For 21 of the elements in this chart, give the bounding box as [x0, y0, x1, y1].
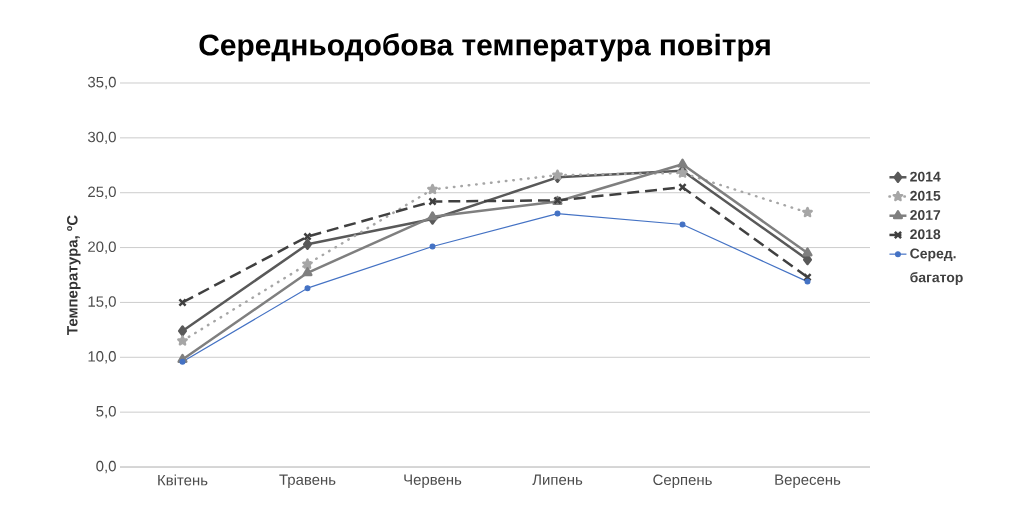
legend-label: 2014 [910, 171, 941, 182]
legend-label: Серед. багатор [910, 248, 963, 286]
y-tick-label: 25,0 [88, 186, 116, 199]
x-tick-label: Червень [404, 474, 462, 488]
legend-label: 2018 [910, 229, 941, 240]
y-tick-label: 30,0 [87, 131, 116, 145]
x-tick-label: Серпень [653, 474, 712, 489]
y-tick-label: 35,0 [87, 76, 116, 90]
x-tick-label: Вересень [775, 474, 841, 488]
y-axis-title: Температура, ºС [67, 215, 81, 335]
y-tick-label: 20,0 [88, 241, 116, 254]
x-tick-label: Квітень [158, 474, 208, 486]
y-tick-label: 5,0 [96, 405, 116, 419]
x-tick-label: Травень [279, 474, 336, 488]
legend-label: 2017 [910, 210, 941, 220]
y-tick-label: 0,0 [96, 460, 116, 474]
chart-title: Середньодобова температура повітря [199, 33, 770, 62]
y-tick-label: 15,0 [88, 296, 116, 309]
x-tick-label: Липень [532, 474, 583, 485]
legend-label: 2015 [910, 190, 941, 201]
y-tick-label: 10,0 [88, 351, 116, 364]
